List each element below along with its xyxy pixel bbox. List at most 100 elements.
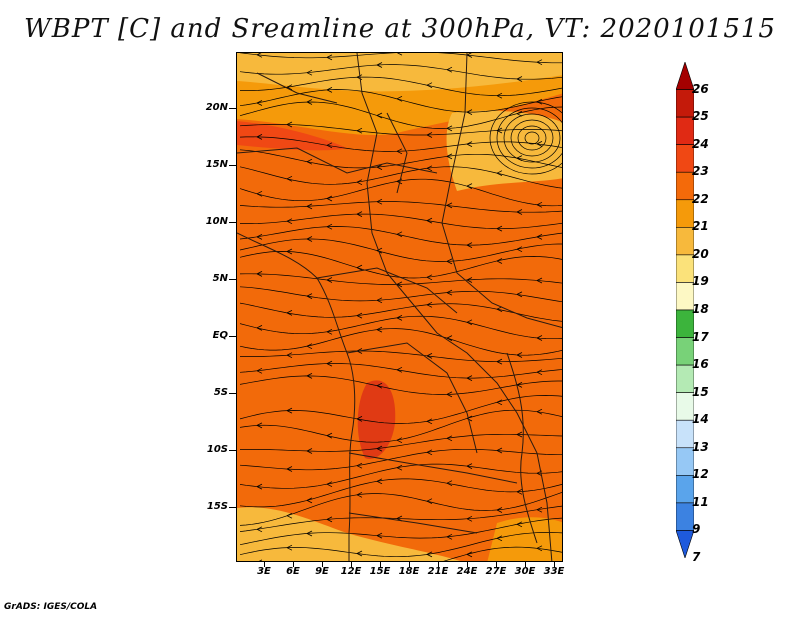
streamline	[239, 433, 562, 452]
streamline	[239, 315, 562, 340]
legend-label: 11	[692, 494, 709, 509]
streamline-arrow	[516, 76, 523, 82]
streamline-arrow	[446, 258, 453, 265]
streamline-arrow	[536, 545, 543, 552]
legend-label: 22	[692, 191, 709, 206]
streamline-arrow	[356, 462, 363, 469]
streamline-arrow	[306, 293, 313, 299]
latitude-tick	[229, 507, 236, 508]
map-title: WBPT [C] and Sreamline at 300hPa, VT: 20…	[24, 14, 776, 44]
latitude-tick	[229, 336, 236, 337]
streamline-arrow	[496, 447, 503, 454]
streamline-arrow	[306, 99, 313, 105]
streamline-arrow	[466, 53, 473, 58]
streamline-arrow	[396, 437, 403, 444]
latitude-tick	[229, 108, 236, 109]
legend-label: 19	[692, 274, 709, 289]
streamline-arrow	[286, 407, 293, 414]
streamline	[239, 136, 562, 152]
vortex-streamline	[524, 131, 540, 145]
latitude-tick	[229, 279, 236, 280]
grads-credit: GrADS: IGES/COLA	[4, 602, 98, 612]
streamline-arrow	[396, 464, 403, 471]
streamline-arrow	[286, 84, 293, 91]
streamline-arrow	[516, 291, 523, 298]
streamline-arrow	[256, 134, 263, 140]
streamline-arrow	[306, 530, 313, 537]
streamline-arrow	[258, 559, 263, 561]
color-legend	[676, 62, 694, 558]
streamline-arrow	[356, 550, 363, 557]
longitude-label: 3E	[257, 566, 271, 577]
streamline-arrow	[326, 195, 333, 202]
latitude-tick	[229, 165, 236, 166]
streamline	[239, 89, 562, 113]
streamline-arrow	[466, 183, 473, 189]
streamline	[239, 328, 562, 356]
streamline-arrow	[446, 125, 453, 132]
streamline-arrow	[446, 153, 453, 160]
streamline-arrow	[256, 422, 263, 429]
longitude-tick	[380, 562, 381, 567]
legend-label: 9	[692, 522, 701, 537]
latitude-label: 10N	[205, 216, 228, 227]
boundary-line-g	[348, 512, 478, 534]
streamline-arrow	[286, 248, 293, 255]
streamline-arrow	[356, 179, 363, 186]
streamline	[239, 463, 562, 489]
latitude-label: 5S	[213, 387, 228, 398]
boundary-line-b	[441, 53, 562, 328]
longitude-tick	[264, 562, 265, 567]
longitude-tick	[525, 562, 526, 567]
streamline-arrow	[466, 375, 473, 381]
streamline	[239, 505, 562, 532]
streamline-arrow	[326, 223, 333, 230]
streamline-arrow	[466, 277, 473, 283]
streamline-arrow	[256, 367, 263, 374]
streamline-arrow	[426, 217, 433, 224]
streamline-arrow	[376, 532, 383, 539]
latitude-label: EQ	[212, 330, 228, 341]
longitude-label: 24E	[456, 566, 478, 577]
streamline-arrow	[306, 343, 313, 350]
wbpt-field-map	[237, 53, 562, 561]
streamline-arrow	[466, 463, 473, 469]
streamline-arrow	[426, 498, 433, 505]
legend-label: 25	[692, 109, 709, 124]
boundary-line-h	[256, 72, 338, 104]
streamline-arrow	[326, 360, 333, 367]
legend-label: 21	[692, 219, 709, 234]
streamline-arrow	[306, 236, 313, 242]
streamline-arrow	[426, 274, 433, 281]
longitude-tick	[409, 562, 410, 567]
legend-swatch	[676, 530, 694, 558]
legend-label: 7	[692, 550, 701, 564]
latitude-label: 20N	[205, 102, 228, 113]
latitude-tick	[229, 450, 236, 451]
streamline-arrow	[306, 203, 313, 210]
streamline-arrow	[356, 211, 363, 217]
streamline-arrow	[376, 112, 383, 119]
longitude-label: 12E	[340, 566, 362, 577]
streamline-arrow	[396, 53, 403, 56]
streamlines-layer	[239, 53, 562, 561]
streamline-arrow	[396, 315, 403, 321]
streamline-arrow	[256, 234, 263, 240]
legend-label: 13	[692, 439, 709, 454]
streamline-arrow	[306, 69, 313, 76]
vortex-streamline	[503, 113, 561, 163]
latitude-label: 10S	[206, 444, 228, 455]
streamline	[239, 286, 562, 303]
longitude-tick	[496, 562, 497, 567]
streamline-arrow	[376, 445, 383, 452]
streamline	[239, 478, 562, 508]
streamline-arrow	[496, 535, 503, 542]
streamline-arrow	[496, 399, 503, 406]
field-patch-warm-north	[237, 121, 347, 151]
streamline-arrow	[516, 521, 523, 528]
streamline-arrow	[426, 132, 433, 138]
streamline-arrow	[426, 551, 433, 558]
legend-label: 17	[692, 329, 709, 344]
streamline-arrow	[446, 335, 453, 341]
latitude-tick	[229, 393, 236, 394]
